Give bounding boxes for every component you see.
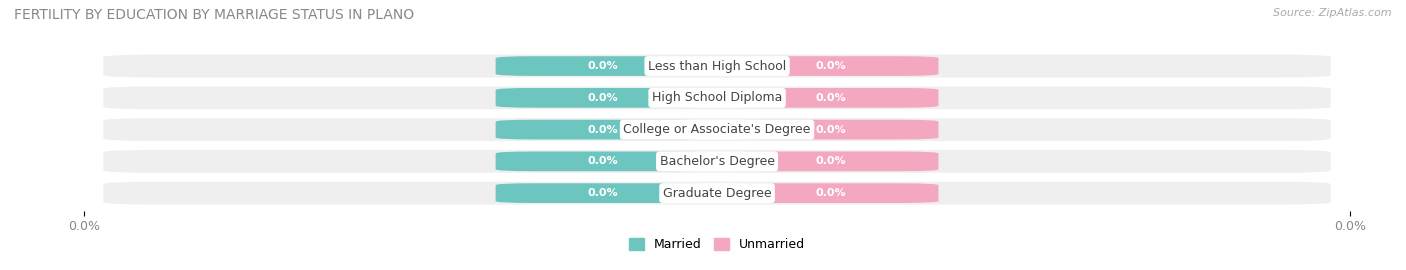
Text: 0.0%: 0.0% — [588, 93, 619, 103]
Text: 0.0%: 0.0% — [815, 61, 846, 71]
FancyBboxPatch shape — [104, 150, 1330, 173]
Text: 0.0%: 0.0% — [815, 124, 846, 135]
Legend: Married, Unmarried: Married, Unmarried — [624, 233, 810, 256]
Text: Source: ZipAtlas.com: Source: ZipAtlas.com — [1274, 8, 1392, 18]
FancyBboxPatch shape — [496, 183, 711, 203]
Text: Graduate Degree: Graduate Degree — [662, 187, 772, 200]
FancyBboxPatch shape — [496, 151, 711, 171]
Text: 0.0%: 0.0% — [588, 124, 619, 135]
Text: 0.0%: 0.0% — [815, 93, 846, 103]
Text: 0.0%: 0.0% — [588, 156, 619, 166]
FancyBboxPatch shape — [724, 88, 939, 108]
Text: 0.0%: 0.0% — [588, 188, 619, 198]
Text: 0.0%: 0.0% — [815, 188, 846, 198]
FancyBboxPatch shape — [104, 182, 1330, 205]
Text: FERTILITY BY EDUCATION BY MARRIAGE STATUS IN PLANO: FERTILITY BY EDUCATION BY MARRIAGE STATU… — [14, 8, 415, 22]
FancyBboxPatch shape — [724, 120, 939, 139]
FancyBboxPatch shape — [724, 56, 939, 76]
Text: High School Diploma: High School Diploma — [652, 91, 782, 104]
FancyBboxPatch shape — [104, 86, 1330, 109]
FancyBboxPatch shape — [496, 88, 711, 108]
FancyBboxPatch shape — [724, 151, 939, 171]
Text: Bachelor's Degree: Bachelor's Degree — [659, 155, 775, 168]
Text: 0.0%: 0.0% — [815, 156, 846, 166]
Text: 0.0%: 0.0% — [588, 61, 619, 71]
FancyBboxPatch shape — [104, 118, 1330, 141]
Text: Less than High School: Less than High School — [648, 60, 786, 73]
FancyBboxPatch shape — [724, 183, 939, 203]
FancyBboxPatch shape — [496, 56, 711, 76]
FancyBboxPatch shape — [496, 120, 711, 139]
Text: College or Associate's Degree: College or Associate's Degree — [623, 123, 811, 136]
FancyBboxPatch shape — [104, 55, 1330, 77]
